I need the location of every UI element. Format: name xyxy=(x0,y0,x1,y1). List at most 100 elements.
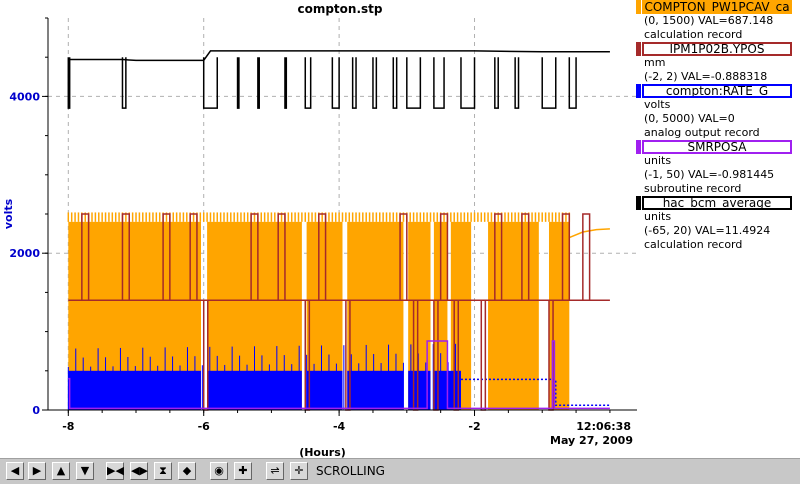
x-tick-label: -6 xyxy=(198,420,211,433)
pan-up-button[interactable]: ▲ xyxy=(52,462,70,480)
legend-detail-line: mm xyxy=(644,56,666,69)
x-tick-label: -4 xyxy=(333,420,346,433)
black-dip xyxy=(494,57,499,109)
y-tick-label: 0 xyxy=(32,404,40,417)
legend-series-name[interactable]: IPM1P02B.YPOS xyxy=(642,42,792,56)
legend-detail-line: (-65, 20) VAL=11.4924 xyxy=(644,224,771,237)
legend-detail-line: subroutine record xyxy=(644,182,742,195)
darkred-spike xyxy=(521,213,530,301)
scroll-status-label: SCROLLING xyxy=(316,464,385,478)
darkred-spike xyxy=(561,213,571,301)
black-dip xyxy=(460,57,476,109)
timestamp-date: May 27, 2009 xyxy=(550,434,633,447)
stop-icon: ✛ xyxy=(294,464,304,477)
legend-detail-line: units xyxy=(644,154,672,167)
legend-detail-line: (0, 5000) VAL=0 xyxy=(644,112,735,125)
zoom-out-vertical-button[interactable]: ◆ xyxy=(178,462,196,480)
legend-series-name[interactable]: compton:RATE_G xyxy=(642,84,792,98)
legend-color-swatch xyxy=(636,196,641,210)
chart[interactable]: 0 2000 4000 -8 -6 -4 -2 volts (Hours) 12:06:38May… xyxy=(0,0,638,458)
black-dip xyxy=(67,57,71,109)
toolbar: SCROLLING ◀ ▶ ▲ ▼ ▶◀ ◀▶ ⧗ ◆ ◉ ✚ ⇌ ✛ xyxy=(0,458,800,484)
legend-detail-line: (0, 1500) VAL=687.148 xyxy=(644,14,774,27)
stop-button[interactable]: ✛ xyxy=(290,462,308,480)
x-tick-label: -8 xyxy=(62,420,74,433)
blue-band-segment xyxy=(68,370,202,410)
legend-series-name[interactable]: hac_bcm_average xyxy=(642,196,792,210)
legend-entry: IPM1P02B.YPOS mm (-2, 2) VAL=-0.888318 xyxy=(636,42,800,84)
black-dip xyxy=(351,57,357,109)
legend-detail-line: analog output record xyxy=(644,126,760,139)
darkred-spike xyxy=(81,213,90,301)
black-dip xyxy=(514,57,520,109)
zoom-out-vertical-icon: ◆ xyxy=(182,464,192,477)
darkred-spike xyxy=(318,213,327,301)
timestamp-time: 12:06:38 xyxy=(576,420,631,433)
pan-up-icon: ▲ xyxy=(56,464,66,477)
darkred-spike xyxy=(399,213,408,301)
darkred-spike xyxy=(494,213,503,301)
darkred-drop xyxy=(202,300,209,411)
black-dip xyxy=(331,57,340,109)
y-tick-label: 4000 xyxy=(9,90,40,103)
legend-detail-line: calculation record xyxy=(644,28,743,41)
legend-color-swatch xyxy=(636,0,641,14)
zoom-out-horizontal-button[interactable]: ◀▶ xyxy=(130,462,148,480)
orange-band-segment xyxy=(488,221,539,410)
darkred-spike xyxy=(162,213,171,301)
pan-right-icon: ▶ xyxy=(32,464,42,477)
darkred-spike xyxy=(121,213,130,301)
zoom-in-horizontal-button[interactable]: ▶◀ xyxy=(106,462,124,480)
black-base-line xyxy=(68,50,610,62)
darkred-spike xyxy=(189,213,198,301)
zoom-in-button[interactable]: ✚ xyxy=(234,462,252,480)
blue-band-segment xyxy=(347,370,404,410)
legend-entry: SMRPOSA units (-1, 50) VAL=-0.981445 subrou… xyxy=(636,140,800,196)
legend-color-swatch xyxy=(636,140,641,154)
plot-title: compton.stp xyxy=(297,2,383,16)
black-dip xyxy=(392,57,398,109)
pan-down-button[interactable]: ▼ xyxy=(76,462,94,480)
legend-detail-line: (-2, 2) VAL=-0.888318 xyxy=(644,70,768,83)
darkred-spike xyxy=(582,213,591,301)
black-dip xyxy=(257,57,260,109)
pan-right-button[interactable]: ▶ xyxy=(28,462,46,480)
black-dip xyxy=(284,57,288,109)
black-dip xyxy=(202,57,219,109)
scroll-mode-icon: ⇌ xyxy=(270,464,280,477)
legend-entry: hac_bcm_average units (-65, 20) VAL=11.492… xyxy=(636,196,800,252)
legend-entry: compton:RATE_G volts (0, 5000) VAL=0 analog… xyxy=(636,84,800,140)
darkred-spike xyxy=(250,213,259,301)
legend: COMPTON_PW1PCAV_ca (0, 1500) VAL=687.148 c… xyxy=(636,0,800,252)
zoom-in-vertical-icon: ⧗ xyxy=(159,464,167,477)
black-dip xyxy=(121,57,127,109)
zoom-in-vertical-button[interactable]: ⧗ xyxy=(154,462,172,480)
pan-left-icon: ◀ xyxy=(10,464,20,477)
legend-series-name[interactable]: COMPTON_PW1PCAV_ca xyxy=(642,0,792,14)
pan-left-button[interactable]: ◀ xyxy=(6,462,24,480)
series-smrposa xyxy=(68,340,610,410)
x-axis-label: (Hours) xyxy=(299,446,346,458)
legend-series-name[interactable]: SMRPOSA xyxy=(642,140,792,154)
black-dip xyxy=(372,57,378,109)
legend-detail-line: units xyxy=(644,210,672,223)
black-dip xyxy=(304,57,312,109)
zoom-out-horizontal-icon: ◀▶ xyxy=(131,464,148,477)
legend-detail-line: calculation record xyxy=(644,238,743,251)
darkred-drop xyxy=(480,300,487,411)
legend-color-swatch xyxy=(636,84,641,98)
legend-color-swatch xyxy=(636,42,641,56)
darkred-spike xyxy=(277,213,286,301)
legend-detail-line: volts xyxy=(644,98,671,111)
black-dip xyxy=(433,57,445,109)
y-axis-label: volts xyxy=(2,198,15,229)
autoscale-button[interactable]: ◉ xyxy=(210,462,228,480)
scroll-mode-button[interactable]: ⇌ xyxy=(266,462,284,480)
darkred-spike xyxy=(439,213,449,301)
legend-entry: COMPTON_PW1PCAV_ca (0, 1500) VAL=687.148 c… xyxy=(636,0,800,42)
black-dip xyxy=(568,57,577,109)
blue-band-segment xyxy=(306,370,343,410)
autoscale-icon: ◉ xyxy=(214,464,224,477)
black-dip xyxy=(236,57,240,109)
series-hac-bcm-average xyxy=(67,50,610,109)
